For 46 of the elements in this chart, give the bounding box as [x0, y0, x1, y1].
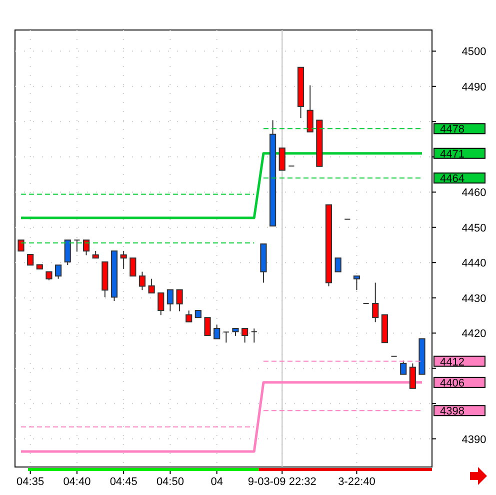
x-tick-label: 9-03-09 22:32 [248, 476, 316, 488]
candlestick [242, 328, 248, 344]
candlestick [278, 148, 286, 171]
candlestick [138, 271, 146, 291]
candlestick [130, 258, 136, 276]
candlestick [250, 328, 258, 344]
candlestick [158, 292, 164, 316]
data-label: 4398 [440, 406, 464, 418]
candlestick [204, 317, 211, 336]
x-tick-label: 04:35 [16, 476, 44, 488]
candlestick [27, 254, 34, 266]
y-tick-label: 4390 [462, 434, 486, 446]
candlestick [55, 264, 62, 280]
y-tick-label: 4450 [462, 222, 486, 234]
x-tick-label: 04:40 [63, 476, 91, 488]
data-label: 4406 [440, 377, 464, 390]
candlestick [148, 278, 155, 294]
y-tick-label: 4460 [462, 187, 486, 200]
candlestick [222, 332, 230, 344]
candlestick [166, 289, 174, 312]
x-tick-label: 3-22:40 [338, 476, 376, 488]
data-label: 4478 [440, 124, 464, 136]
candlestick [82, 240, 90, 256]
candlestick [64, 240, 71, 266]
data-label: 4412 [440, 356, 464, 368]
candlestick [409, 362, 416, 389]
candlestick [306, 84, 314, 132]
candlestick [214, 324, 220, 340]
data-label: 4471 [440, 148, 464, 160]
y-tick-label: 4490 [462, 81, 486, 94]
candlestick [372, 282, 379, 323]
x-tick-label: 04:50 [156, 476, 184, 488]
candlestick [120, 250, 127, 270]
x-tick-label: 04:45 [110, 476, 138, 488]
data-label: 4464 [440, 173, 464, 186]
candlestick [353, 275, 360, 291]
candlestick [186, 310, 192, 322]
candlestick [176, 289, 183, 312]
y-tick-label: 4430 [462, 292, 486, 305]
x-tick-label: 04 [210, 476, 223, 488]
y-tick-label: 4500 [462, 46, 486, 58]
candlestick [400, 360, 407, 375]
candlestick [334, 258, 342, 272]
y-tick-label: 4420 [462, 328, 486, 340]
y-tick-label: 4440 [462, 258, 486, 270]
candlestick [74, 240, 80, 252]
